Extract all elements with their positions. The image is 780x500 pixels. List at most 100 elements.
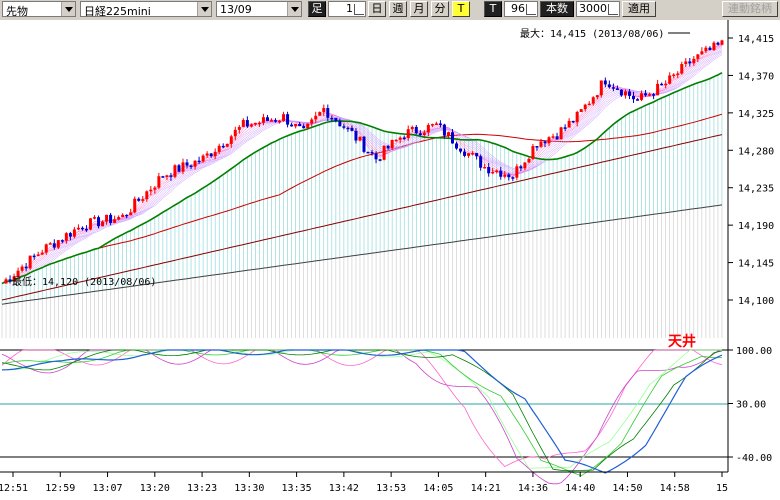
candle-body [245, 120, 249, 127]
candle-body [68, 233, 72, 237]
ma-ribbon-line [1, 52, 723, 284]
candle-body [366, 151, 370, 154]
stepper-icon[interactable] [526, 4, 536, 15]
candle-body [302, 126, 306, 129]
contract-select[interactable]: 13/09 [216, 1, 302, 17]
candle-body [24, 266, 28, 269]
candle-body [704, 47, 708, 52]
moving-average-lines [1, 42, 723, 305]
candle-body [4, 279, 8, 284]
bars-input[interactable]: 3000 [576, 1, 620, 17]
candle-body [559, 127, 563, 140]
candle-body [446, 132, 450, 136]
candle-body [153, 187, 157, 190]
candle-body [567, 120, 571, 128]
ma-mid-line [1, 113, 723, 284]
candle-body [418, 133, 422, 136]
candle-body [640, 93, 644, 100]
candle-body [684, 61, 688, 65]
candle-body [229, 136, 233, 144]
candle-body [20, 266, 24, 271]
candle-body [535, 146, 539, 148]
apply-button[interactable]: 適用 [622, 1, 656, 17]
candle-body [531, 146, 535, 159]
candle-body [76, 227, 80, 230]
minute-button[interactable]: 分 [431, 1, 449, 17]
candle-body [149, 189, 153, 192]
ceiling-annotation: 天井 [668, 333, 696, 350]
candle-body [326, 108, 330, 118]
candlesticks [4, 39, 724, 284]
time-tick-label: 14:58 [660, 483, 690, 494]
candle-body [595, 95, 599, 98]
chart-background [0, 20, 780, 500]
candle-body [72, 229, 76, 237]
candle-body [358, 136, 362, 141]
ma-short-line [1, 71, 723, 285]
symbol-select[interactable]: 日経225mini [80, 1, 212, 18]
candle-body [64, 233, 68, 241]
interval-input[interactable]: 1 [328, 1, 366, 17]
candle-body [269, 120, 273, 122]
chevron-down-icon [287, 2, 301, 16]
candle-body [644, 93, 648, 96]
candle-body [680, 64, 684, 74]
candle-body [12, 276, 16, 282]
candle-body [225, 143, 229, 147]
candle-body [117, 217, 121, 220]
month-button[interactable]: 月 [410, 1, 428, 17]
price-tick-label: 14,145 [738, 259, 774, 270]
candle-body [249, 124, 253, 127]
candle-body [274, 120, 278, 122]
candle-body [342, 126, 346, 128]
type-select[interactable]: 先物 [2, 1, 76, 18]
candle-body [370, 151, 374, 154]
ma-ribbon-line [1, 51, 723, 284]
candle-body [459, 148, 463, 152]
candle-body [414, 126, 418, 134]
candle-body [442, 124, 446, 136]
candle-body [378, 159, 382, 161]
candle-body [314, 115, 318, 120]
price-tick-label: 14,415 [738, 34, 774, 45]
ma-ribbon-line [1, 45, 723, 284]
candle-body [125, 214, 129, 217]
candle-body [137, 198, 141, 201]
osc-tick-label: 100.00 [736, 346, 772, 357]
candle-body [575, 112, 579, 123]
candle-body [579, 109, 583, 113]
candle-body [627, 91, 631, 96]
candle-body [382, 145, 386, 160]
candle-body [193, 160, 197, 167]
candle-body [712, 42, 716, 50]
price-tick-label: 14,190 [738, 221, 774, 232]
day-button[interactable]: 日 [368, 1, 386, 17]
ma-longest-line [1, 204, 723, 305]
candle-body [406, 129, 410, 139]
tick-button[interactable]: T [452, 1, 470, 17]
week-button[interactable]: 週 [389, 1, 407, 17]
price-chart[interactable]: 14,415 14,370 14,325 14,280 14,235 14,190 14,1… [0, 20, 780, 500]
candle-body [631, 95, 635, 100]
candle-body [394, 139, 398, 142]
candle-body [213, 151, 217, 157]
candle-body [507, 174, 511, 178]
candle-body [362, 136, 366, 152]
candle-body [237, 126, 241, 130]
candle-body [374, 153, 378, 160]
candle-body [322, 108, 326, 113]
candle-body [491, 171, 495, 174]
chevron-down-icon [61, 2, 75, 16]
stepper-icon[interactable] [608, 4, 618, 15]
time-tick-label: 14:36 [518, 483, 548, 494]
candle-body [430, 124, 434, 126]
candle-body [688, 61, 692, 64]
candle-body [318, 112, 322, 116]
count-input[interactable]: 96 [504, 1, 538, 17]
linked-symbols-button[interactable]: 連動銘柄 [722, 1, 778, 17]
candle-body [503, 174, 507, 177]
oscillator-panel [0, 349, 728, 485]
osc-tick-label: -40.00 [736, 453, 772, 464]
candle-body [519, 166, 523, 169]
stepper-icon[interactable] [354, 4, 364, 15]
